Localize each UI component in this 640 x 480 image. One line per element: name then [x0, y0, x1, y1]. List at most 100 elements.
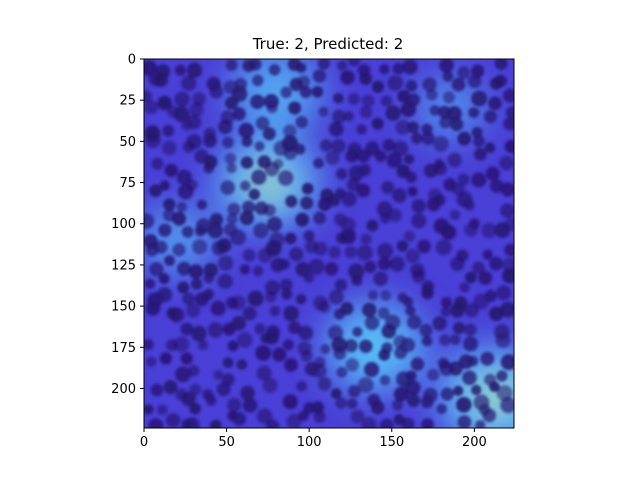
y-tick-label: 50 [119, 135, 136, 150]
cell [411, 357, 424, 370]
cell [240, 211, 254, 225]
cell [377, 243, 393, 259]
cell [404, 154, 414, 164]
cell [404, 231, 415, 242]
cell [296, 116, 308, 128]
cell [347, 398, 358, 409]
y-tick-label: 100 [111, 217, 136, 232]
cell [407, 186, 417, 196]
cell [458, 415, 472, 429]
cell [151, 384, 164, 397]
cell [270, 306, 281, 317]
cell [241, 156, 253, 168]
cell [362, 303, 376, 317]
cell [313, 212, 326, 225]
cell [158, 224, 171, 237]
x-tick-label: 150 [379, 435, 404, 450]
cell [265, 291, 277, 303]
cell [218, 120, 232, 134]
cell [328, 246, 340, 258]
cell [419, 324, 432, 337]
cell [145, 279, 155, 289]
cell [248, 291, 264, 307]
cell [348, 93, 360, 105]
cell [174, 92, 189, 107]
cell [237, 332, 252, 347]
cell [406, 80, 418, 92]
cell [250, 95, 265, 110]
cell [450, 334, 461, 345]
cell [421, 418, 434, 431]
cell [249, 189, 260, 200]
cell [265, 331, 279, 345]
cell [198, 340, 208, 350]
cell [208, 223, 223, 238]
cell [177, 282, 189, 294]
cell [218, 274, 233, 289]
cell [146, 301, 160, 315]
cell [357, 124, 367, 134]
cell [301, 350, 313, 362]
cell [390, 256, 405, 271]
cell [411, 213, 426, 228]
cell [441, 225, 456, 240]
cell [283, 306, 298, 321]
cell [422, 77, 436, 91]
cell [496, 370, 507, 381]
cell [421, 287, 433, 299]
cell [252, 75, 263, 86]
cell [496, 333, 511, 348]
cell [439, 334, 451, 346]
cell [187, 134, 202, 149]
cell [296, 381, 307, 392]
cell [371, 401, 384, 414]
cell [165, 164, 178, 177]
cell [325, 262, 339, 276]
cell [169, 308, 184, 323]
cell [380, 290, 391, 301]
x-tick-label: 100 [297, 435, 322, 450]
cell [422, 132, 435, 145]
cell [144, 100, 158, 114]
cell [361, 417, 376, 432]
cell [255, 323, 266, 334]
cell [364, 362, 379, 377]
cell [385, 315, 400, 330]
cell [177, 262, 191, 276]
cell [483, 250, 493, 260]
cell [380, 375, 390, 385]
cell [146, 133, 161, 148]
cell [475, 420, 485, 430]
cell [358, 377, 374, 393]
cell [434, 162, 447, 175]
cell [443, 91, 455, 103]
cell [436, 404, 446, 414]
cell [450, 257, 464, 271]
y-axis: 0255075100125150175200 [111, 53, 144, 397]
cell [434, 194, 445, 205]
cell [188, 365, 199, 376]
cell [381, 181, 394, 194]
cell [504, 244, 517, 257]
cell [449, 361, 463, 375]
cell [263, 127, 276, 140]
cell [471, 385, 481, 395]
cell [313, 69, 327, 83]
y-tick-label: 175 [111, 341, 136, 356]
x-tick-label: 50 [218, 435, 235, 450]
cell [285, 233, 297, 245]
cell [240, 386, 255, 401]
cell [447, 153, 462, 168]
cell [303, 230, 314, 241]
cell [298, 326, 313, 341]
cell [296, 63, 307, 74]
cell [381, 95, 392, 106]
cell [210, 420, 222, 432]
cell [359, 340, 372, 353]
cell [253, 266, 263, 276]
cell [186, 303, 200, 317]
cell [191, 278, 202, 289]
cell [314, 411, 326, 423]
cell [406, 172, 417, 183]
cell [217, 382, 231, 396]
